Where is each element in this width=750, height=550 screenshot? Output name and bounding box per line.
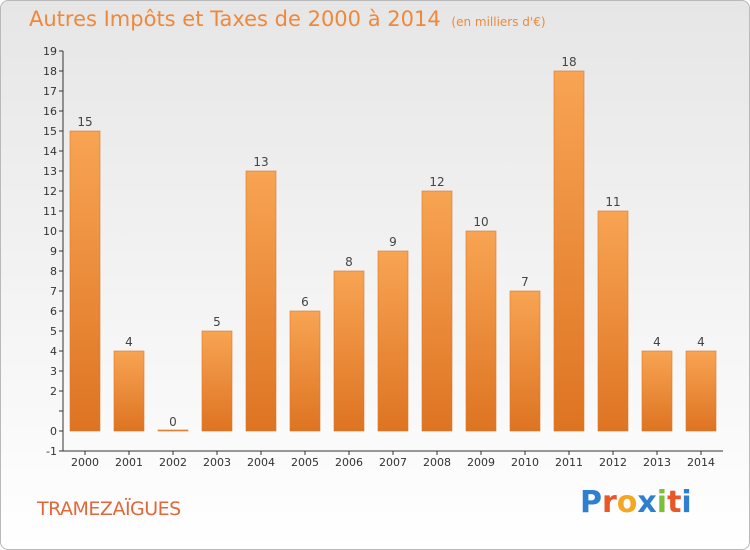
- chart-title-text: Autres Impôts et Taxes de 2000 à 2014: [29, 7, 441, 31]
- x-tick-label: 2003: [203, 456, 231, 469]
- bar-2009[interactable]: [465, 230, 497, 432]
- data-label-2011: 18: [561, 55, 576, 69]
- x-tick-label: 2000: [71, 456, 99, 469]
- x-tick-label: 2002: [159, 456, 187, 469]
- bar-2014[interactable]: [685, 350, 717, 432]
- x-tick-label: 2005: [291, 456, 319, 469]
- data-label-2004: 13: [253, 155, 268, 169]
- logo-letter: o: [616, 485, 638, 520]
- y-tick-label: 12: [43, 185, 57, 198]
- logo-letter: t: [667, 485, 682, 520]
- bar-2008[interactable]: [421, 190, 453, 432]
- bar-2003[interactable]: [201, 330, 233, 432]
- logo-letter: r: [602, 485, 617, 520]
- y-tick-label: 14: [43, 145, 57, 158]
- chart-title: Autres Impôts et Taxes de 2000 à 2014 (e…: [29, 7, 546, 31]
- proxiti-logo[interactable]: Proxiti: [580, 485, 692, 520]
- x-tick-label: 2012: [599, 456, 627, 469]
- data-label-2001: 4: [125, 335, 133, 349]
- data-label-2014: 4: [697, 335, 705, 349]
- bars: [69, 70, 717, 432]
- x-tick-label: 2014: [687, 456, 715, 469]
- y-tick-label: 15: [43, 125, 57, 138]
- y-tick-label: 4: [50, 345, 57, 358]
- logo-letter: P: [580, 485, 602, 520]
- bar-2002[interactable]: [157, 429, 189, 432]
- y-tick-label: 11: [43, 205, 57, 218]
- y-tick-label: 0: [50, 425, 57, 438]
- x-tick-label: 2009: [467, 456, 495, 469]
- bar-2001[interactable]: [113, 350, 145, 432]
- y-tick-label: 10: [43, 225, 57, 238]
- x-tick-label: 2011: [555, 456, 583, 469]
- y-tick-label: 18: [43, 65, 57, 78]
- logo-letter: x: [637, 485, 657, 520]
- x-tick-label: 2013: [643, 456, 671, 469]
- bar-2011[interactable]: [553, 70, 585, 432]
- y-tick-label: 8: [50, 265, 57, 278]
- data-label-2007: 9: [389, 235, 397, 249]
- bar-2004[interactable]: [245, 170, 277, 432]
- bar-2007[interactable]: [377, 250, 409, 432]
- data-label-2000: 15: [77, 115, 92, 129]
- y-tick-label: 2: [50, 385, 57, 398]
- bar-2006[interactable]: [333, 270, 365, 432]
- y-tick-label: 3: [50, 365, 57, 378]
- y-tick-label: 5: [50, 325, 57, 338]
- y-tick-label: 19: [43, 45, 57, 58]
- data-labels: 15 4 0 5 13 6 8 9 12 10 7 18 11 4 4: [77, 55, 704, 429]
- bar-2013[interactable]: [641, 350, 673, 432]
- commune-name: TRAMEZAÏGUES: [37, 498, 181, 520]
- data-label-2008: 12: [429, 175, 444, 189]
- y-tick-label: 16: [43, 105, 57, 118]
- bar-2000[interactable]: [69, 130, 101, 432]
- x-tick-label: 2004: [247, 456, 275, 469]
- data-label-2009: 10: [473, 215, 488, 229]
- bar-2005[interactable]: [289, 310, 321, 432]
- data-label-2005: 6: [301, 295, 309, 309]
- bar-2010[interactable]: [509, 290, 541, 432]
- x-tick-label: 2001: [115, 456, 143, 469]
- y-tick-label: 9: [50, 245, 57, 258]
- logo-letter: i: [681, 485, 692, 520]
- y-tick-label: 13: [43, 165, 57, 178]
- y-tick-label: 6: [50, 305, 57, 318]
- bar-2012[interactable]: [597, 210, 629, 432]
- y-axis: -1 0 2 3 4 5 6 7 8 9 10 11 12 13 14 15 16 17 18 19: [43, 45, 64, 458]
- y-tick-label: 7: [50, 285, 57, 298]
- y-tick-label: 17: [43, 85, 57, 98]
- chart-unit-text: (en milliers d'€): [451, 15, 546, 29]
- x-tick-label: 2006: [335, 456, 363, 469]
- x-tick-label: 2008: [423, 456, 451, 469]
- x-tick-label: 2007: [379, 456, 407, 469]
- data-label-2006: 8: [345, 255, 353, 269]
- x-tick-label: 2010: [511, 456, 539, 469]
- data-label-2013: 4: [653, 335, 661, 349]
- logo-letter: i: [656, 485, 668, 520]
- data-label-2003: 5: [213, 315, 221, 329]
- data-label-2010: 7: [521, 275, 529, 289]
- y-tick-label: -1: [46, 445, 57, 458]
- data-label-2002: 0: [169, 415, 177, 429]
- x-axis: 2000 2001 2002 2003 2004 2005 2006 2007 2008 2009…: [63, 450, 723, 469]
- data-label-2012: 11: [605, 195, 620, 209]
